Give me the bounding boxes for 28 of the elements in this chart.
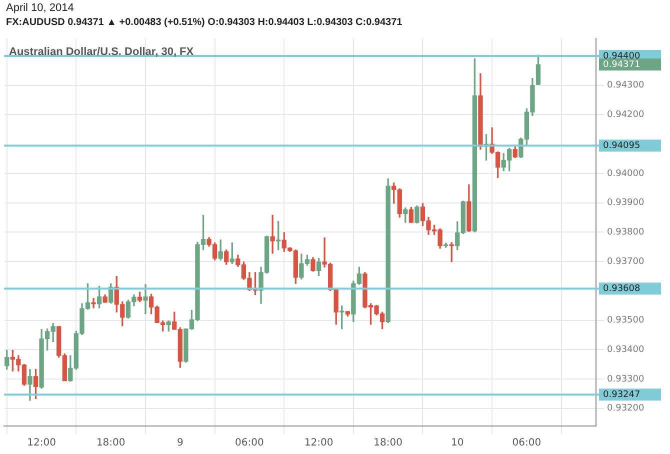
y-tick-label: 0.94200	[607, 110, 644, 120]
y-tick-label: 0.94300	[607, 80, 644, 91]
candlestick	[143, 284, 148, 314]
y-tick-label: 0.93500	[607, 316, 644, 326]
ref-line-label: 0.94095	[603, 140, 640, 151]
ref-line-label: 0.94400	[603, 51, 640, 62]
ref-line-label: 0.93608	[603, 284, 640, 294]
x-tick-label: 06:00	[235, 438, 264, 449]
x-tick-label: 10	[451, 438, 464, 449]
x-tick-label: 06:00	[512, 438, 542, 449]
annotation: Australian Dollar/U.S. Dollar, 30, FX	[9, 46, 194, 58]
x-tick-label: 18:00	[374, 438, 402, 449]
x-tick-label: 18:00	[96, 438, 126, 449]
ref-line-label: 0.93247	[603, 390, 640, 400]
x-tick-label: 9	[176, 438, 184, 449]
y-tick-label: 0.93200	[607, 404, 644, 414]
candlestick	[270, 214, 275, 254]
y-tick-label: 0.93700	[607, 256, 644, 267]
y-tick-label: 0.94000	[607, 168, 644, 179]
x-tick-label: 12:00	[27, 438, 56, 449]
y-tick-label: 0.93800	[607, 228, 644, 238]
y-tick-label: 0.93900	[607, 198, 644, 208]
text: 0.94371	[603, 60, 640, 70]
y-tick-label: 0.93300	[607, 374, 644, 384]
x-tick-label: 12:00	[304, 438, 334, 449]
y-tick-label: 0.93400	[607, 345, 644, 355]
chart-title: April 10, 2014	[6, 2, 74, 14]
chart-subtitle: FX:AUDUSD 0.94371 ▲ +0.00483 (+0.51%) O:0.94303 H:0.94403 L:0.94303 C:0.94371	[6, 17, 402, 28]
